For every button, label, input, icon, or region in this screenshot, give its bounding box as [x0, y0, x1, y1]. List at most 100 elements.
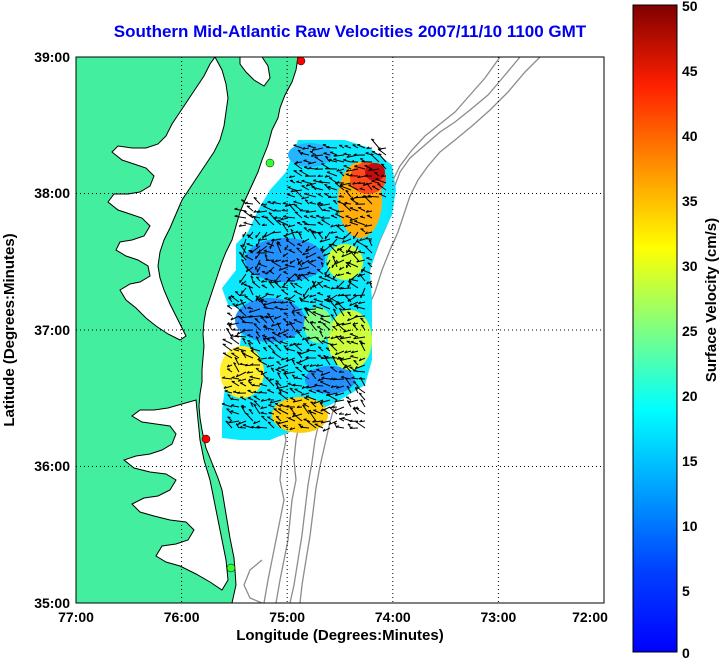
velocity-arrow-head [259, 382, 263, 385]
colorbar-tick: 15 [682, 453, 698, 469]
velocity-arrow-head [351, 350, 354, 354]
velocity-arrow [304, 193, 317, 198]
velocity-arrow-head [239, 299, 244, 302]
velocity-arrow [352, 324, 359, 331]
velocity-arrow [252, 215, 261, 226]
velocity-arrow-head [344, 201, 348, 204]
velocity-arrow [320, 381, 331, 387]
colorbar-tick: 35 [682, 193, 698, 209]
velocity-arrow-head [242, 337, 246, 341]
velocity-arrow [268, 212, 275, 219]
velocity-arrow [308, 411, 317, 422]
velocity-arrow-head [303, 227, 307, 229]
velocity-arrow-head [340, 375, 345, 378]
velocity-arrow [337, 356, 345, 366]
velocity-arrow [311, 147, 324, 151]
velocity-arrow-head [354, 164, 358, 167]
velocity-arrow [334, 236, 345, 240]
velocity-arrow [278, 266, 289, 271]
velocity-arrow [327, 186, 338, 191]
velocity-arrow [276, 242, 282, 254]
velocity-arrow-head [322, 323, 326, 325]
velocity-arrow [283, 216, 296, 219]
velocity-arrow [288, 321, 296, 331]
velocity-arrow-head [351, 376, 355, 379]
velocity-arrow-head [234, 356, 238, 360]
x-tick: 74:00 [375, 609, 411, 625]
velocity-arrow [308, 371, 317, 373]
velocity-arrow-head [253, 197, 257, 199]
velocity-arrow [322, 408, 331, 415]
station-marker-red [201, 434, 211, 444]
velocity-arrow-head [326, 145, 330, 148]
velocity-arrow-head [319, 330, 323, 333]
velocity-arrow [319, 303, 331, 310]
velocity-arrow-head [262, 337, 267, 340]
velocity-arrow [371, 185, 380, 191]
velocity-arrow [326, 275, 338, 282]
velocity-arrow [259, 392, 268, 394]
velocity-arrow [231, 380, 240, 387]
velocity-arrow-head [294, 204, 298, 206]
velocity-arrow-head [264, 234, 267, 238]
velocity-arrow [357, 144, 366, 149]
velocity-arrow [258, 294, 268, 301]
velocity-arrow-head [345, 377, 349, 380]
velocity-arrow [351, 377, 359, 380]
velocity-arrow [346, 400, 352, 408]
velocity-arrow [307, 336, 317, 340]
velocity-arrow [254, 318, 261, 324]
velocity-arrow-head [363, 195, 367, 197]
velocity-arrow [313, 298, 324, 303]
velocity-arrow [316, 369, 324, 373]
velocity-arrow [266, 338, 275, 345]
velocity-arrow [277, 220, 289, 226]
velocity-arrow-head [318, 180, 322, 183]
velocity-arrow-head [227, 416, 231, 419]
velocity-arrow-head [346, 155, 350, 158]
velocity-arrow-head [343, 152, 347, 155]
velocity-arrow-head [330, 286, 334, 290]
velocity-arrow-head [303, 315, 307, 319]
velocity-arrow-head [250, 275, 254, 279]
velocity-arrow [322, 323, 331, 331]
velocity-arrow [305, 252, 317, 259]
velocity-arrow [324, 183, 331, 191]
velocity-arrow [315, 337, 324, 345]
velocity-arrow-head [236, 331, 240, 335]
velocity-arrow-head [309, 182, 313, 185]
velocity-arrow-head [268, 212, 272, 215]
velocity-arrow [300, 152, 310, 156]
velocity-arrow-head [246, 205, 250, 207]
velocity-arrow-head [247, 378, 251, 382]
velocity-arrow [275, 380, 282, 387]
velocity-arrow [272, 337, 282, 345]
velocity-arrow [307, 261, 317, 268]
velocity-arrow [236, 371, 247, 378]
velocity-arrow-head [324, 183, 328, 186]
velocity-arrow [253, 395, 261, 401]
velocity-arrow-head [289, 343, 292, 347]
velocity-arrow [364, 245, 373, 254]
velocity-arrow [287, 186, 296, 191]
velocity-arrow [339, 185, 352, 191]
velocity-arrow [333, 154, 345, 157]
velocity-arrow [246, 205, 254, 212]
velocity-arrow [302, 327, 310, 331]
velocity-arrow-head [368, 239, 372, 242]
velocity-arrow-head [241, 320, 245, 323]
velocity-arrow-head [324, 274, 327, 278]
velocity-arrow-head [303, 367, 307, 369]
velocity-arrow [322, 427, 331, 432]
velocity-arrow [284, 264, 296, 268]
velocity-arrow-head [305, 338, 309, 341]
velocity-arrow-head [366, 257, 370, 259]
velocity-arrow [297, 149, 303, 156]
velocity-arrow [273, 217, 282, 226]
velocity-arrow-head [248, 315, 252, 318]
y-tick-labels: 39:00 38:00 37:00 36:00 35:00 [34, 49, 70, 611]
velocity-arrow-head [257, 357, 261, 360]
velocity-arrow-head [261, 334, 266, 337]
velocity-arrow-head [260, 406, 264, 409]
velocity-arrow [293, 319, 303, 324]
